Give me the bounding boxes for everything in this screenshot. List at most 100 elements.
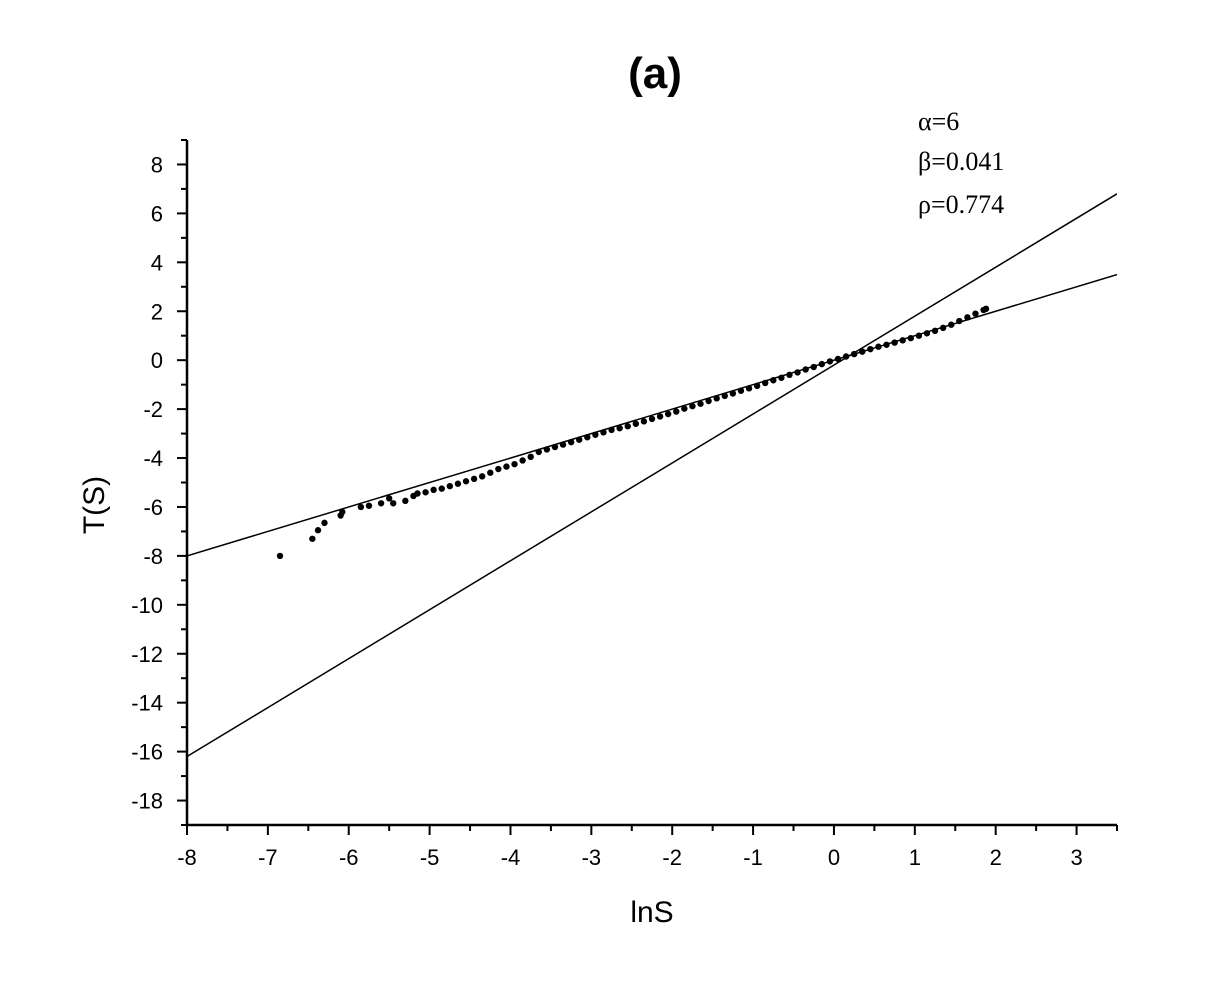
data-point: [948, 321, 955, 328]
data-point: [850, 350, 858, 358]
data-point: [584, 434, 591, 441]
data-point: [786, 371, 793, 379]
data-point: [446, 482, 454, 490]
data-point: [527, 453, 534, 461]
data-point: [624, 423, 631, 430]
data-point: [632, 420, 640, 427]
data-point: [762, 379, 769, 387]
data-point: [737, 387, 745, 394]
data-point: [357, 503, 365, 511]
data-point: [956, 317, 963, 325]
data-point: [802, 366, 809, 373]
data-point: [818, 360, 826, 368]
data-point: [664, 410, 672, 418]
data-point: [365, 502, 373, 509]
data-point: [834, 355, 842, 363]
x-tick-label: -3: [582, 845, 602, 870]
data-point: [875, 343, 882, 350]
x-tick-label: 0: [828, 845, 840, 870]
data-point: [939, 324, 947, 332]
data-point: [438, 485, 445, 492]
data-point: [721, 392, 728, 400]
data-point: [810, 363, 817, 371]
x-tick-label: -7: [258, 845, 278, 870]
data-point: [414, 490, 421, 497]
data-point: [915, 332, 923, 339]
data-point: [770, 377, 777, 384]
data-point: [826, 358, 834, 365]
data-point: [503, 463, 510, 470]
data-point: [385, 495, 393, 502]
data-point: [982, 305, 990, 313]
data-point: [576, 436, 583, 443]
x-tick-label: -8: [177, 845, 197, 870]
data-point: [314, 527, 322, 534]
data-point: [753, 382, 761, 390]
data-point: [495, 465, 502, 473]
chart-title: (a): [628, 49, 682, 98]
y-tick-label: 8: [151, 152, 163, 177]
data-point: [907, 334, 914, 342]
annotation-rho: ρ=0.774: [918, 190, 1004, 219]
data-point: [430, 486, 437, 494]
data-point: [616, 424, 623, 432]
data-point: [608, 426, 615, 434]
data-point: [681, 405, 688, 412]
y-tick-label: -8: [143, 544, 163, 569]
data-point: [470, 475, 478, 483]
x-tick-label: 3: [1070, 845, 1082, 870]
data-point: [487, 469, 494, 476]
data-point: [543, 446, 551, 453]
y-tick-label: 6: [151, 201, 163, 226]
data-point: [883, 341, 890, 348]
x-tick-label: 2: [990, 845, 1002, 870]
y-tick-label: -4: [143, 446, 163, 471]
x-tick-label: -2: [662, 845, 682, 870]
data-point: [535, 448, 542, 456]
data-point: [600, 429, 607, 436]
y-tick-label: -2: [143, 397, 163, 422]
data-point: [923, 330, 931, 337]
data-point: [713, 395, 720, 402]
annotation-group: α=6 β=0.041 ρ=0.774: [918, 107, 1004, 219]
data-point: [778, 374, 785, 381]
data-point: [567, 438, 575, 446]
data-point: [891, 339, 898, 346]
data-point: [519, 457, 526, 464]
y-axis-label: T(S): [78, 476, 111, 534]
data-point: [377, 500, 385, 507]
x-tick-label: -5: [420, 845, 440, 870]
x-tick-label: -4: [501, 845, 521, 870]
reference-line-1: [187, 273, 1117, 557]
annotation-alpha: α=6: [918, 107, 959, 136]
reference-line-2: [187, 193, 1117, 758]
y-tick-label: -12: [131, 642, 163, 667]
y-tick-label: 2: [151, 299, 163, 324]
data-point: [705, 397, 712, 405]
data-point: [339, 508, 346, 516]
data-point: [511, 460, 518, 468]
data-point: [656, 413, 664, 420]
x-tick-label: -1: [743, 845, 763, 870]
data-point: [931, 327, 939, 335]
data-point: [964, 314, 971, 321]
data-point: [697, 400, 704, 407]
annotation-beta: β=0.041: [918, 147, 1004, 176]
data-point: [478, 473, 486, 480]
data-point: [673, 408, 680, 415]
y-tick-label: 4: [151, 250, 163, 275]
data-point: [422, 489, 429, 496]
y-tick-label: -6: [143, 495, 163, 520]
data-point: [689, 402, 696, 410]
data-point: [551, 443, 559, 451]
data-point: [899, 337, 906, 344]
data-point: [745, 385, 753, 392]
data-point: [402, 497, 409, 505]
y-tick-label: 0: [151, 348, 163, 373]
data-point: [972, 310, 979, 317]
data-point: [309, 535, 316, 542]
data-point: [390, 500, 397, 507]
data-point: [729, 390, 737, 397]
x-tick-label: 1: [909, 845, 921, 870]
